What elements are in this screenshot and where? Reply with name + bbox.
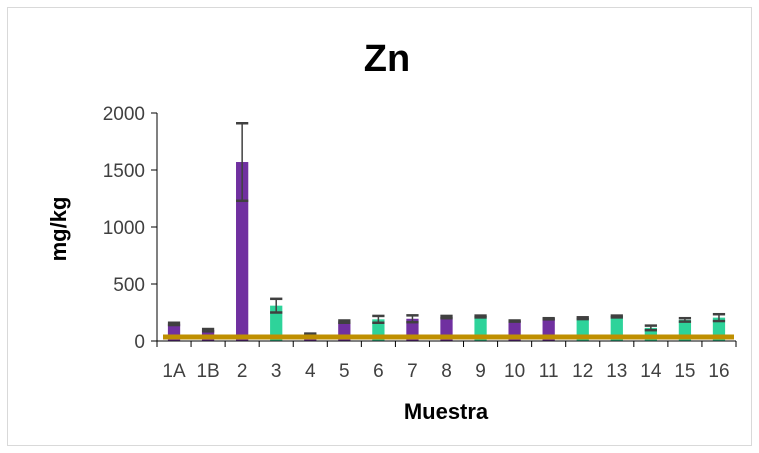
- x-tick-label-12: 12: [572, 361, 593, 382]
- x-tick-label-6: 6: [373, 361, 384, 382]
- x-tick-label-14: 14: [640, 361, 662, 382]
- y-axis-ticks: 0 500 1000 1500 2000: [103, 104, 157, 353]
- x-tick-label-3: 3: [271, 361, 282, 382]
- x-tick-label-13: 13: [606, 361, 627, 382]
- y-tick-label: 2000: [103, 104, 145, 125]
- y-tick-label: 0: [134, 332, 145, 353]
- x-tick-label-7: 7: [407, 361, 418, 382]
- bars: [167, 162, 726, 341]
- x-axis-title: Muestra: [404, 399, 489, 424]
- x-tick-label-10: 10: [504, 361, 525, 382]
- y-tick-label: 1000: [103, 218, 145, 239]
- x-tick-label-4: 4: [305, 361, 316, 382]
- error-bars: [167, 122, 726, 336]
- axes: [156, 113, 736, 342]
- x-axis-ticks: 1A 1B 2 3 4 5 6 7 8 9 10 11 12 13 14 15 16: [156, 341, 737, 382]
- x-tick-label-8: 8: [441, 361, 452, 382]
- x-tick-label-11: 11: [539, 361, 559, 382]
- x-tick-label-1A: 1A: [162, 361, 186, 382]
- y-tick-label: 1500: [103, 161, 145, 182]
- x-tick-label-1B: 1B: [196, 361, 219, 382]
- x-tick-label-15: 15: [674, 361, 695, 382]
- chart-frame: [7, 7, 752, 446]
- x-tick-label-9: 9: [475, 361, 486, 382]
- chart-title: Zn: [364, 38, 410, 80]
- x-tick-label-2: 2: [237, 361, 248, 382]
- y-tick-label: 500: [113, 275, 145, 296]
- x-tick-label-5: 5: [339, 361, 350, 382]
- bar-2: [236, 162, 249, 341]
- y-axis-title: mg/kg: [46, 197, 71, 262]
- bar-3: [270, 305, 283, 341]
- x-tick-label-16: 16: [708, 361, 729, 382]
